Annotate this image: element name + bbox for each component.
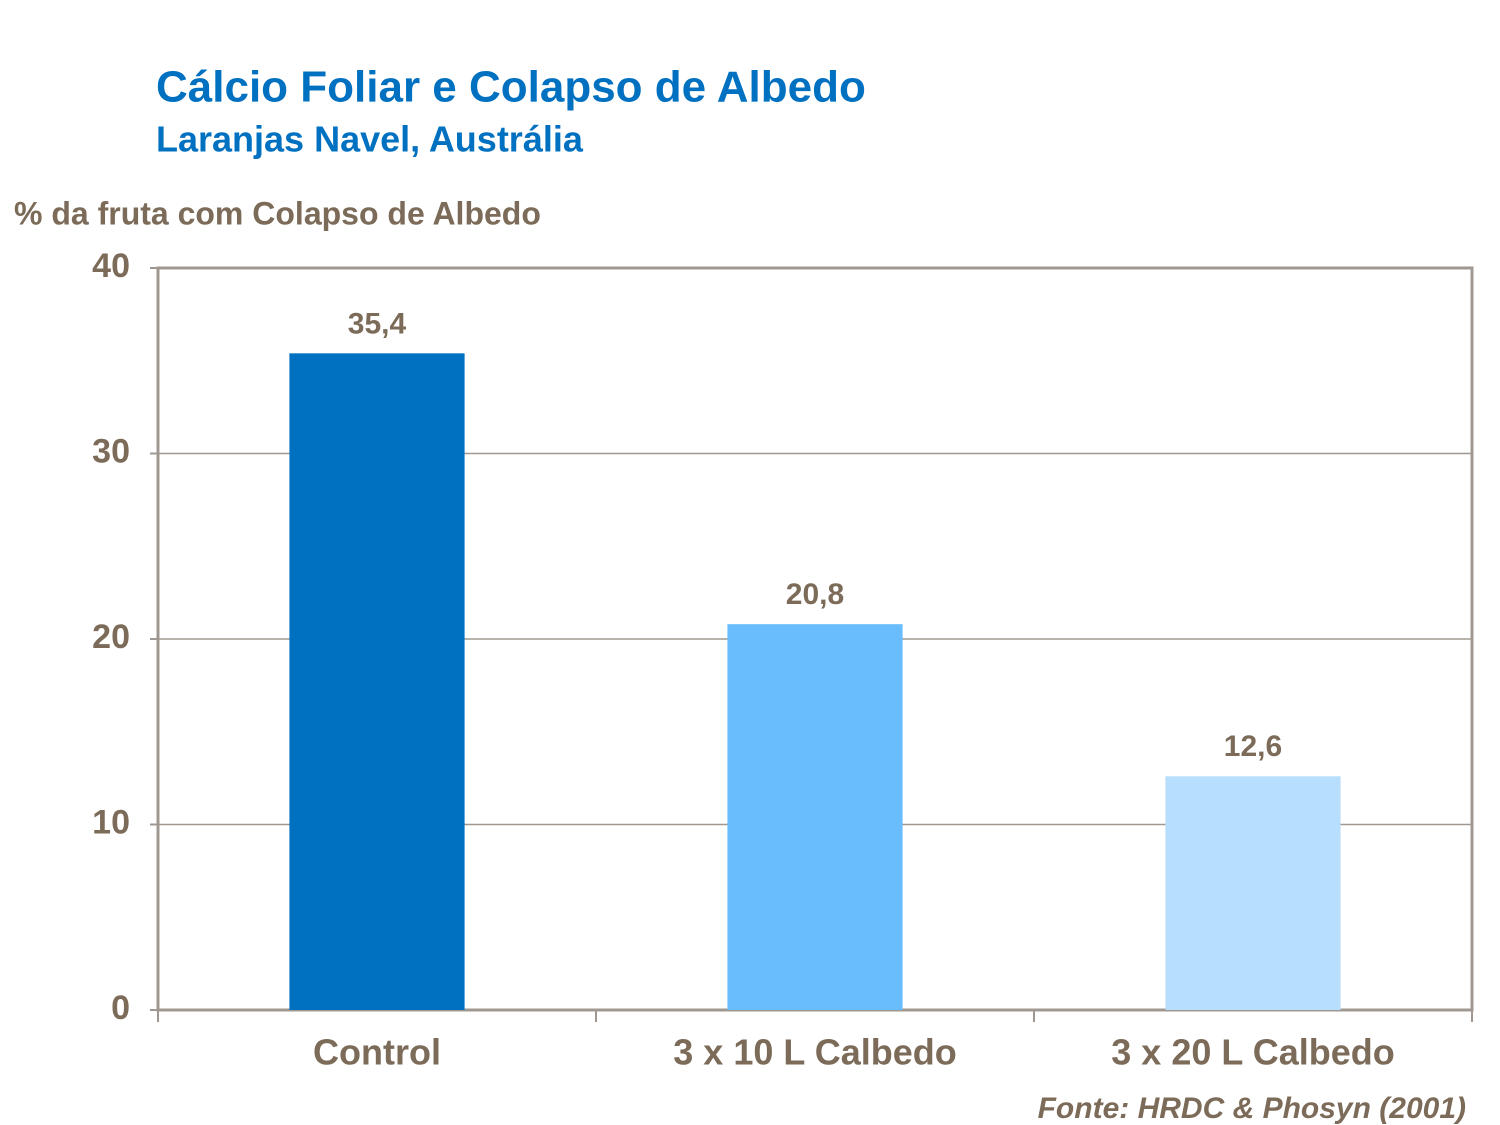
- source-note: Fonte: HRDC & Phosyn (2001): [1038, 1092, 1466, 1125]
- bar: [1165, 776, 1341, 1010]
- y-tick-label: 0: [111, 989, 130, 1027]
- x-tick-label: 3 x 20 L Calbedo: [1111, 1032, 1394, 1073]
- x-tick-label: 3 x 10 L Calbedo: [673, 1032, 956, 1073]
- y-tick-label: 40: [92, 247, 130, 285]
- y-tick-label: 10: [92, 803, 130, 841]
- value-label: 35,4: [348, 307, 407, 340]
- value-label: 20,8: [786, 578, 844, 611]
- bar: [289, 353, 465, 1011]
- y-tick-label: 20: [92, 618, 130, 656]
- chart-subtitle: Laranjas Navel, Austrália: [156, 119, 584, 160]
- chart-title: Cálcio Foliar e Colapso de Albedo: [156, 63, 866, 112]
- value-label: 12,6: [1224, 730, 1282, 763]
- bar: [727, 624, 903, 1010]
- y-tick-label: 30: [92, 432, 130, 470]
- x-tick-label: Control: [313, 1032, 441, 1073]
- y-axis-label: % da fruta com Colapso de Albedo: [14, 195, 541, 231]
